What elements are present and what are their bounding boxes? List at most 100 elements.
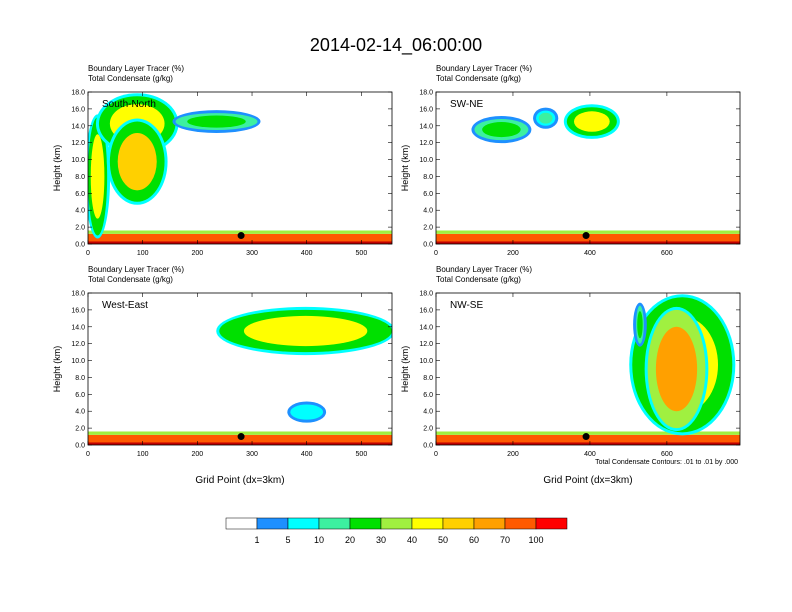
x-tick-label: 500 (356, 250, 368, 257)
tracer-band (88, 431, 392, 435)
surface-band (88, 442, 392, 445)
y-tick-label: 18.0 (71, 291, 85, 298)
y-tick-label: 10.0 (71, 157, 85, 164)
y-axis-label: Height (km) (52, 145, 62, 192)
panel-2: Boundary Layer Tracer (%)Total Condensat… (52, 265, 393, 486)
panel-1: Boundary Layer Tracer (%)Total Condensat… (400, 64, 741, 257)
colorbar-cell (504, 517, 537, 530)
tracer-cloud-core (117, 133, 157, 191)
y-tick-label: 16.0 (419, 307, 433, 314)
y-axis-label: Height (km) (400, 145, 410, 192)
tracer-cloud-core (655, 326, 698, 412)
colorbar-cell (225, 517, 258, 530)
colorbar-label: 30 (376, 535, 386, 545)
y-tick-label: 18.0 (419, 291, 433, 298)
y-tick-label: 4.0 (423, 208, 433, 215)
colorbar-cell (256, 517, 289, 530)
y-tick-label: 4.0 (75, 208, 85, 215)
x-tick-label: 200 (507, 451, 519, 458)
panel-subtitle-tracer: Boundary Layer Tracer (%) (88, 64, 184, 73)
y-tick-label: 2.0 (423, 426, 433, 433)
colorbar-label: 40 (407, 535, 417, 545)
tracer-cloud-core (187, 115, 246, 128)
x-tick-label: 100 (137, 250, 149, 257)
x-axis-label: Grid Point (dx=3km) (195, 475, 284, 486)
colorbar-label: 20 (345, 535, 355, 545)
tracer-cloud-core (637, 311, 643, 339)
y-tick-label: 4.0 (75, 409, 85, 416)
surface-band (436, 241, 740, 244)
y-tick-label: 14.0 (419, 123, 433, 130)
panel-subtitle-condensate: Total Condensate (g/kg) (436, 74, 521, 83)
y-tick-label: 10.0 (419, 358, 433, 365)
location-marker (582, 433, 590, 441)
x-tick-label: 0 (434, 250, 438, 257)
x-tick-label: 400 (301, 451, 313, 458)
tracer-band (436, 233, 740, 244)
x-tick-label: 100 (137, 451, 149, 458)
y-tick-label: 0.0 (423, 443, 433, 450)
colorbar-label: 50 (438, 535, 448, 545)
x-tick-label: 200 (507, 250, 519, 257)
y-tick-label: 14.0 (71, 324, 85, 331)
colorbar-label: 1 (254, 535, 259, 545)
y-tick-label: 2.0 (423, 225, 433, 232)
x-tick-label: 300 (246, 451, 258, 458)
y-axis-label: Height (km) (400, 346, 410, 393)
contour-info: Total Condensate Contours: .01 to .01 by… (595, 459, 738, 466)
y-tick-label: 12.0 (419, 140, 433, 147)
colorbar-cell (287, 517, 320, 530)
y-tick-label: 4.0 (423, 409, 433, 416)
panels: Boundary Layer Tracer (%)Total Condensat… (52, 64, 741, 486)
colorbar-cell (318, 517, 351, 530)
tracer-band (88, 233, 392, 244)
x-tick-label: 400 (584, 250, 596, 257)
colorbar-label: 5 (285, 535, 290, 545)
tracer-cloud-core (243, 315, 368, 347)
surface-band (88, 241, 392, 244)
y-tick-label: 6.0 (423, 392, 433, 399)
tracer-cloud-core (538, 112, 553, 124)
plot-frame (435, 292, 741, 446)
panel-label: SW-NE (450, 99, 483, 110)
y-tick-label: 16.0 (71, 106, 85, 113)
y-tick-label: 2.0 (75, 225, 85, 232)
x-axis-label: Grid Point (dx=3km) (543, 475, 632, 486)
y-tick-label: 16.0 (419, 106, 433, 113)
panel-label: South-North (102, 99, 156, 110)
figure-title: 2014-02-14_06:00:00 (310, 35, 482, 56)
colorbar-label: 10 (314, 535, 324, 545)
colorbar-cell (380, 517, 413, 530)
x-tick-label: 0 (86, 451, 90, 458)
x-tick-label: 600 (661, 250, 673, 257)
colorbar-cell (473, 517, 506, 530)
colorbar-cell (442, 517, 475, 530)
y-tick-label: 12.0 (71, 341, 85, 348)
y-tick-label: 12.0 (71, 140, 85, 147)
y-tick-label: 10.0 (71, 358, 85, 365)
y-tick-label: 16.0 (71, 307, 85, 314)
tracer-cloud-core (482, 122, 521, 138)
tracer-band (88, 434, 392, 445)
y-tick-label: 14.0 (71, 123, 85, 130)
y-tick-label: 18.0 (71, 90, 85, 97)
tracer-band (436, 434, 740, 445)
panel-0: Boundary Layer Tracer (%)Total Condensat… (52, 64, 393, 257)
tracer-cloud-core (294, 406, 319, 418)
panel-3: Boundary Layer Tracer (%) Total Condensat… (400, 265, 741, 486)
panel-subtitle-condensate: Total Condensate (g/kg) (88, 275, 173, 284)
x-tick-label: 200 (192, 250, 204, 257)
tracer-cloud-core (90, 134, 105, 219)
panel-label: West-East (102, 300, 148, 311)
panel-subtitle-tracer: Boundary Layer Tracer (%) (436, 265, 532, 274)
colorbar-cell (411, 517, 444, 530)
plot-area (436, 104, 740, 244)
x-tick-label: 300 (246, 250, 258, 257)
panel-label: NW-SE (450, 300, 483, 311)
location-marker (237, 433, 245, 441)
y-tick-label: 0.0 (75, 242, 85, 249)
panel-subtitle-condensate: Total Condensate (g/kg) (88, 74, 173, 83)
x-tick-label: 400 (584, 451, 596, 458)
surface-band (436, 442, 740, 445)
y-axis-label: Height (km) (52, 346, 62, 393)
